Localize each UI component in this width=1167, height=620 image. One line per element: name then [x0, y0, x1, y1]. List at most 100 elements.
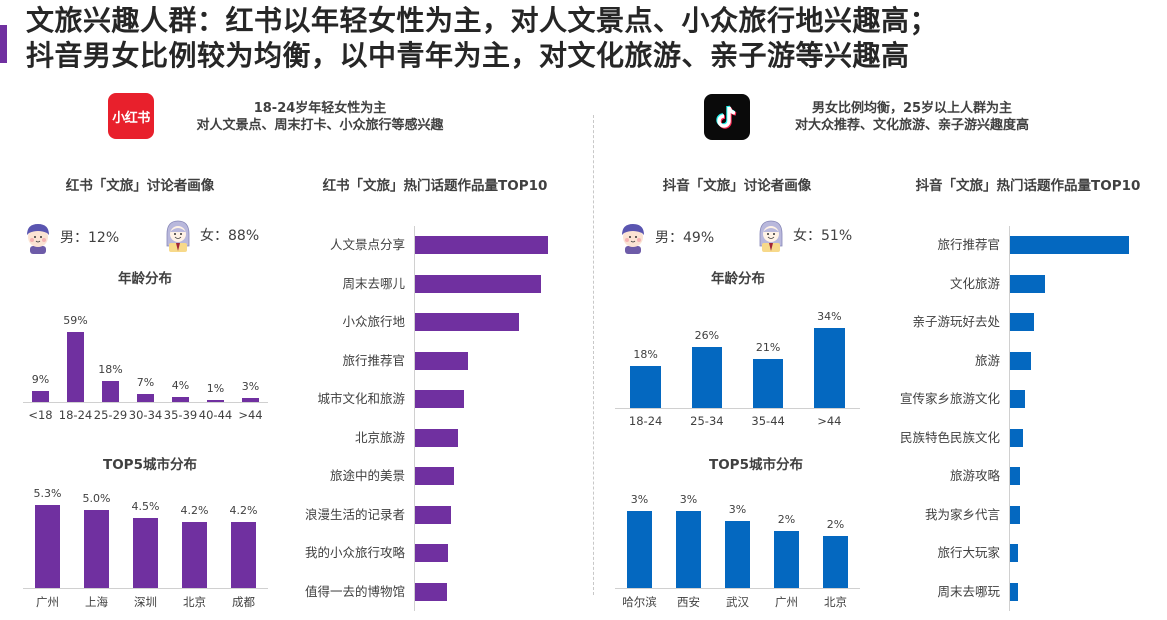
female-avatar-icon [759, 220, 783, 252]
douyin-male-stat: 男：49% [617, 220, 714, 254]
xhs-age-title: 年龄分布 [118, 271, 172, 287]
bar [415, 351, 469, 370]
male-avatar-icon [27, 224, 49, 254]
male-avatar-icon [622, 224, 644, 254]
section-divider [593, 115, 594, 595]
bar [1010, 467, 1020, 485]
douyin-city-chart: 3% 哈尔滨 3% 西安 3% 武汉 2% 广州 2% 北京 [615, 480, 860, 615]
bar [627, 511, 652, 588]
xhs-city-title: TOP5城市分布 [103, 457, 197, 473]
category-label: >44 [238, 408, 263, 422]
bar [1010, 505, 1020, 524]
bar [415, 236, 548, 254]
bar [823, 535, 848, 588]
bar [691, 346, 723, 408]
xhs-female-stat: 女：88% [162, 218, 259, 252]
category-label: 旅行推荐官 [342, 352, 405, 368]
category-label: 旅游 [974, 352, 1000, 368]
bar [415, 313, 519, 331]
bar [1010, 313, 1034, 331]
data-label: 4.2% [180, 504, 209, 518]
data-label: 34% [817, 310, 842, 323]
xhs-summary: 18-24岁年轻女性为主 对人文景点、周末打卡、小众旅行等感兴趣 [196, 101, 444, 133]
page-title: 文旅兴趣人群：红书以年轻女性为主，对人文景点、小众旅行地兴趣高； 抖音男女比例较… [26, 3, 938, 73]
category-label: 旅行大玩家 [937, 545, 1000, 560]
category-label: 18-24 [628, 414, 663, 428]
data-label: 4.2% [229, 504, 258, 518]
xhs-male-stat: 男：12% [22, 220, 119, 254]
bar [774, 530, 799, 588]
data-label: 21% [755, 340, 781, 354]
category-label: 30-34 [128, 408, 163, 422]
xhs-city-chart: 5.3% 广州 5.0% 上海 4.5% 深圳 4.2% 北京 4.2% 成都 [23, 480, 268, 615]
data-label: 3% [728, 502, 747, 516]
data-label: 4% [171, 379, 190, 393]
bar [241, 398, 260, 402]
data-label: 26% [694, 328, 720, 342]
bar [84, 509, 109, 588]
category-label: 周末去哪儿 [342, 275, 405, 291]
data-label: 3% [630, 493, 649, 506]
category-label: 小众旅行地 [342, 314, 405, 329]
category-label: 上海 [85, 595, 108, 609]
bar [171, 397, 190, 402]
category-label: 文化旅游 [949, 275, 1000, 291]
y-axis-line [1009, 226, 1010, 611]
bar [415, 274, 542, 293]
bar [31, 391, 50, 402]
douyin-summary: 男女比例均衡，25岁以上人群为主 对大众推荐、文化旅游、亲子游兴趣度高 [794, 101, 1029, 133]
category-label: 广州 [36, 595, 59, 609]
xhs-topics-title: 红书「文旅」热门话题作品量TOP10 [322, 178, 548, 194]
douyin-portrait-title: 抖音「文旅」讨论者画像 [662, 178, 812, 194]
category-label: >44 [817, 414, 842, 428]
xiaohongshu-logo-icon: 小红书 [108, 93, 154, 139]
bar [415, 544, 449, 562]
category-label: 哈尔滨 [622, 595, 657, 609]
bar [231, 522, 256, 588]
bar [1010, 582, 1019, 601]
bar [1010, 544, 1019, 562]
category-label: 北京 [183, 595, 206, 609]
bar [630, 365, 661, 408]
category-label: <18 [28, 408, 53, 422]
bar [35, 505, 60, 588]
page-title-line2: 抖音男女比例较为均衡，以中青年为主，对文化旅游、亲子游等兴趣高 [26, 39, 910, 72]
bar [101, 380, 120, 402]
bar [676, 511, 701, 588]
category-label: 浪漫生活的记录者 [304, 506, 405, 522]
category-label: 民族特色民族文化 [899, 429, 1000, 445]
bar [415, 428, 458, 447]
category-label: 我的小众旅行攻略 [304, 545, 405, 560]
category-label: 成都 [232, 595, 255, 609]
category-label: 旅行推荐官 [937, 237, 1000, 252]
category-label: 旅途中的美景 [329, 468, 405, 483]
category-label: 宣传家乡旅游文化 [899, 391, 1000, 406]
bar [133, 517, 158, 588]
bar [1010, 236, 1129, 254]
bar [1010, 274, 1045, 293]
x-axis-line [615, 408, 860, 409]
category-label: 25-34 [690, 414, 724, 428]
bar [415, 505, 451, 524]
tiktok-note-icon [716, 105, 737, 129]
bar [206, 400, 225, 402]
data-label: 4.5% [131, 499, 160, 513]
douyin-logo-icon [704, 94, 750, 140]
category-label: 广州 [775, 595, 798, 609]
xhs-topics-chart: 人文景点分享 周末去哪儿 小众旅行地 旅行推荐官 城市文化和旅游 北京旅游 旅途中的美景 浪漫… [280, 226, 580, 616]
category-label: 人文景点分享 [329, 237, 405, 252]
data-label: 7% [136, 375, 155, 389]
category-label: 北京旅游 [354, 429, 405, 445]
data-label: 18% [98, 362, 123, 376]
category-label: 35-44 [751, 414, 785, 428]
category-label: 40-44 [198, 408, 233, 422]
douyin-topics-title: 抖音「文旅」热门话题作品量TOP10 [915, 178, 1141, 194]
category-label: 我为家乡代言 [924, 506, 1000, 522]
bar [136, 393, 155, 402]
data-label: 2% [826, 517, 845, 531]
xhs-age-chart: 9% <18 59% 18-24 18% 25-29 7% 30-34 4% 35-39 1% 40-… [23, 300, 268, 435]
douyin-topics-chart: 旅行推荐官 文化旅游 亲子游玩好去处 旅游 宣传家乡旅游文化 民族特色民族文化 旅游攻略 我为… [880, 226, 1167, 616]
category-label: 深圳 [134, 595, 157, 609]
data-label: 1% [206, 382, 225, 395]
xhs-portrait-title: 红书「文旅」讨论者画像 [65, 178, 215, 194]
